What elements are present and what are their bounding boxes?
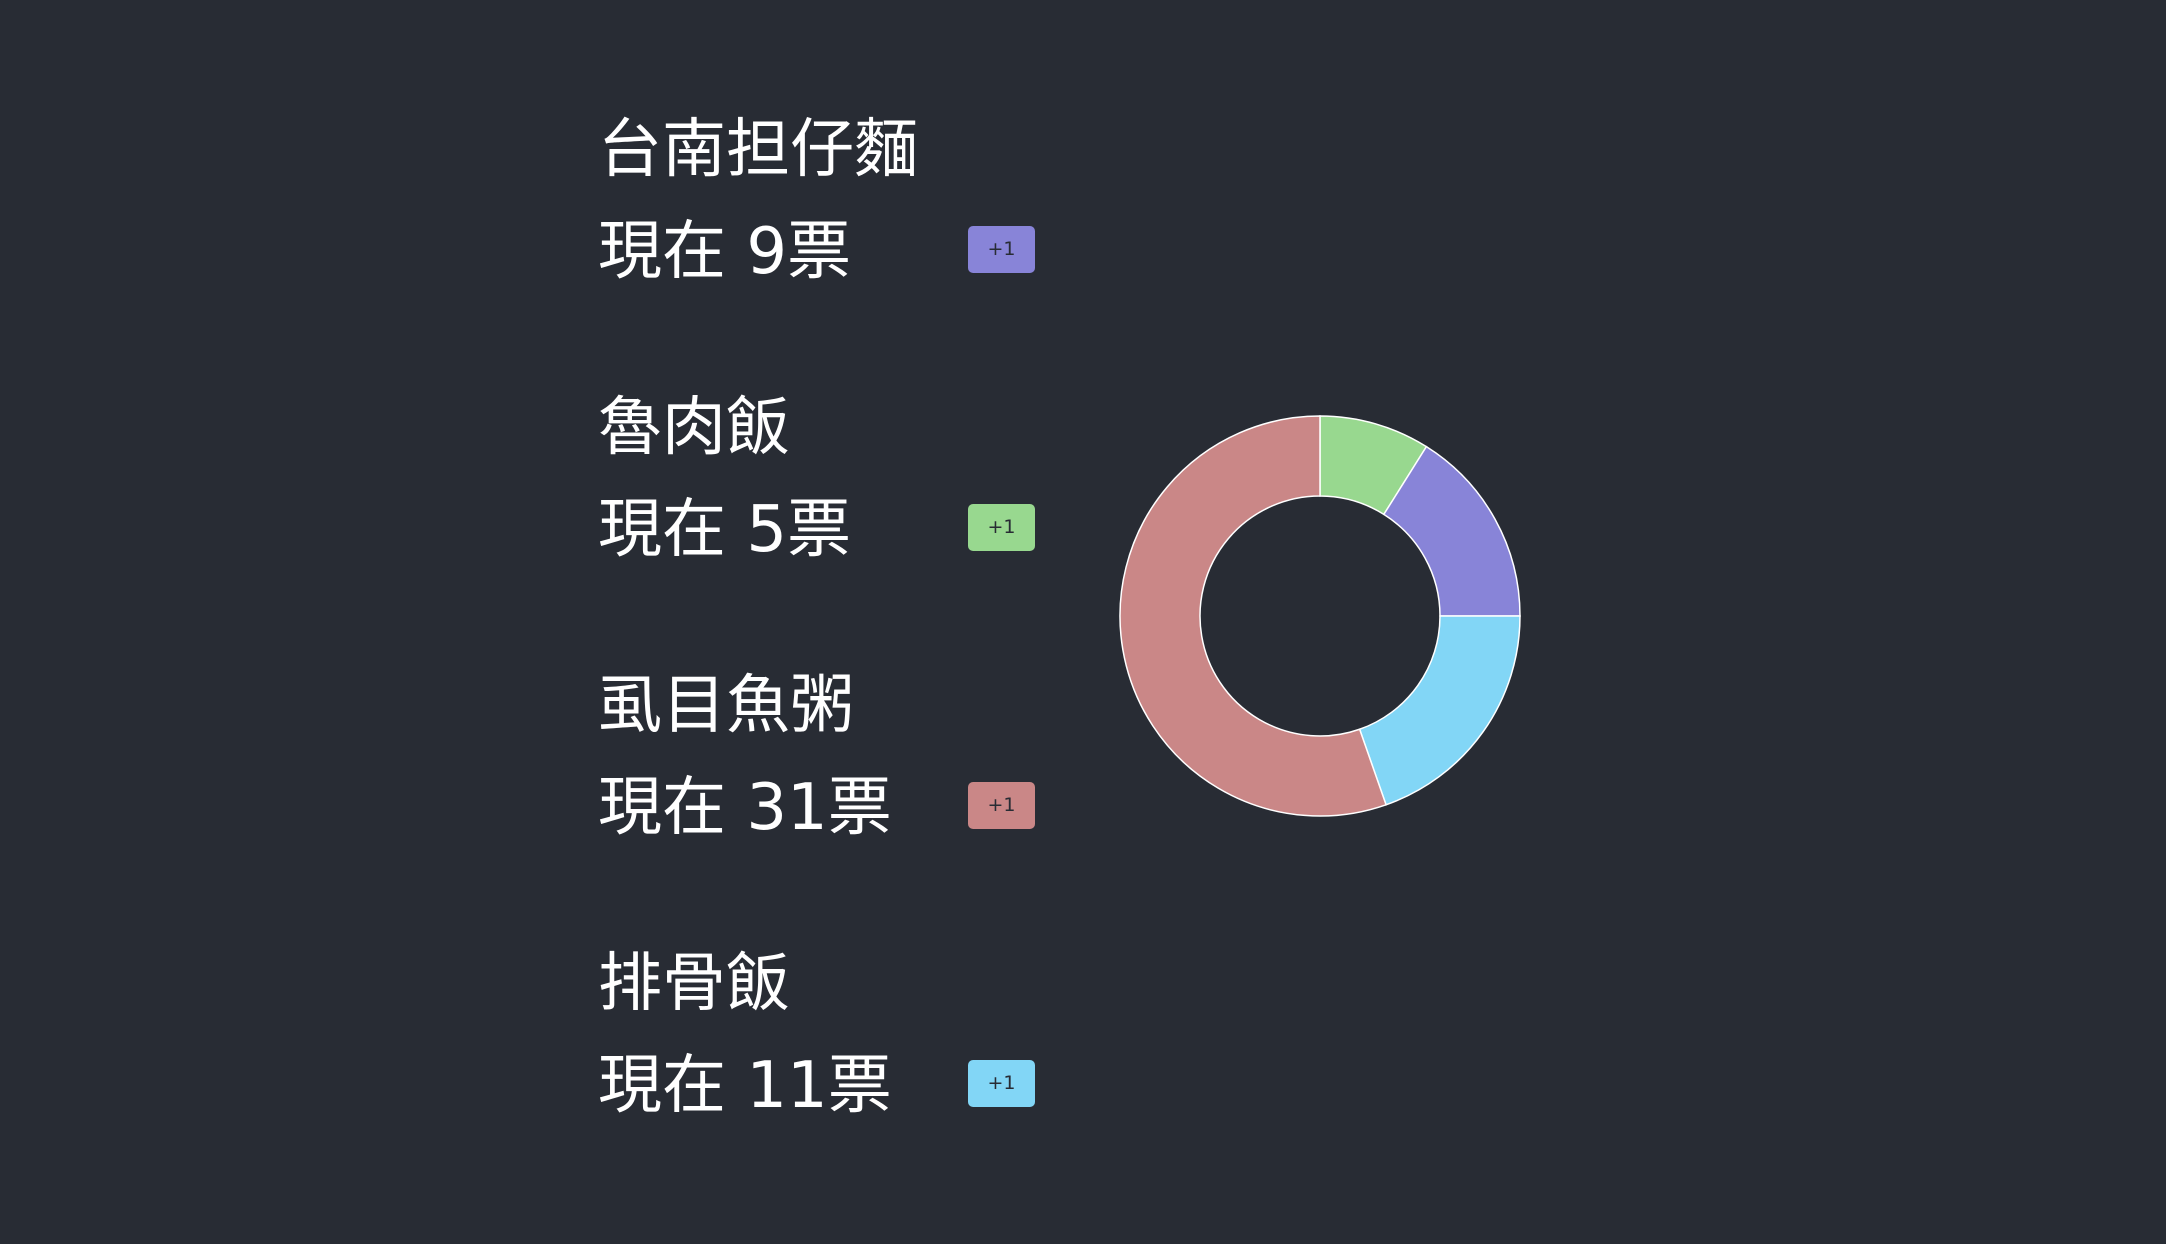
vote-item-braised-pork-rice: 魯肉飯 現在 5票 +1: [598, 383, 1058, 661]
item-name: 台南担仔麵: [598, 113, 918, 187]
vote-item-tainan-noodle: 台南担仔麵 現在 9票 +1: [598, 105, 1058, 383]
vote-list: 台南担仔麵 現在 9票 +1 魯肉飯 現在 5票 +1 虱目魚粥 現在 31票 …: [598, 105, 1058, 1217]
vote-plus-one-button[interactable]: +1: [968, 1060, 1035, 1107]
vote-count: 現在 9票: [598, 215, 852, 289]
vote-count: 現在 5票: [598, 493, 852, 567]
vote-plus-one-button[interactable]: +1: [968, 226, 1035, 273]
vote-item-milkfish-congee: 虱目魚粥 現在 31票 +1: [598, 661, 1058, 939]
vote-count: 現在 31票: [598, 771, 892, 845]
vote-count: 現在 11票: [598, 1049, 892, 1123]
item-name: 排骨飯: [598, 947, 790, 1021]
item-name: 虱目魚粥: [598, 669, 854, 743]
vote-item-pork-chop-rice: 排骨飯 現在 11票 +1: [598, 939, 1058, 1217]
votes-donut-chart: [1119, 415, 1521, 817]
vote-plus-one-button[interactable]: +1: [968, 504, 1035, 551]
vote-plus-one-button[interactable]: +1: [968, 782, 1035, 829]
item-name: 魯肉飯: [598, 391, 790, 465]
donut-slice-3: [1358, 615, 1521, 806]
donut-slice-4: [1119, 415, 1388, 817]
